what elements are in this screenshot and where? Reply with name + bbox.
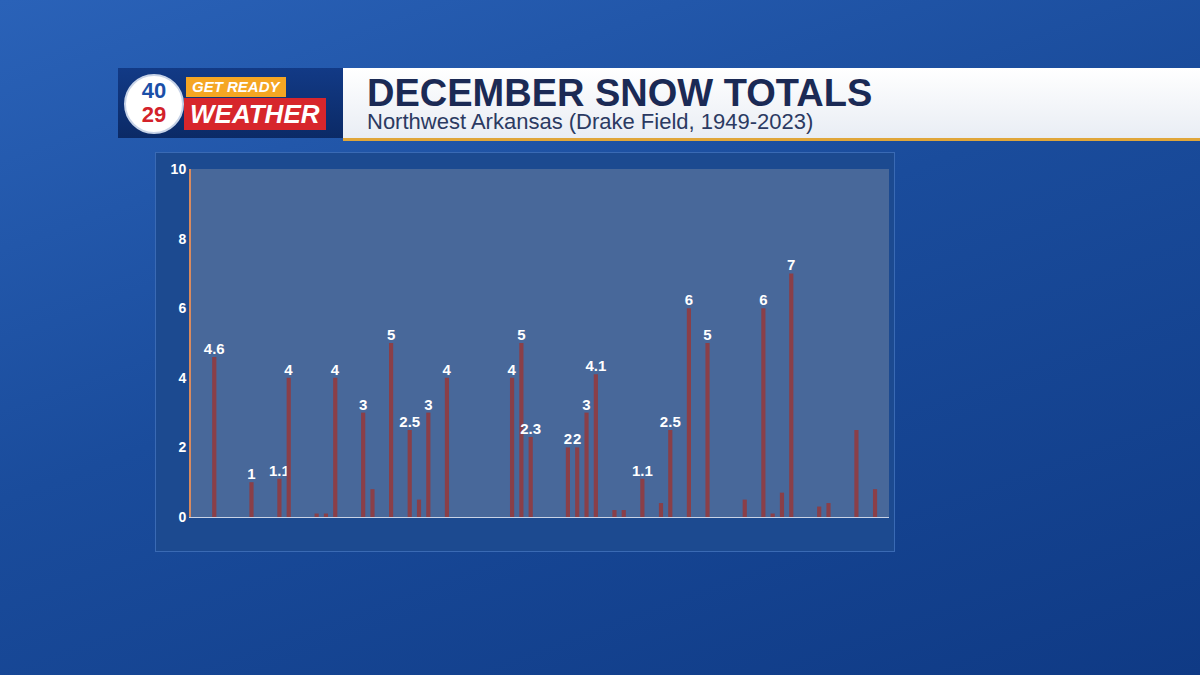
svg-text:1.1: 1.1 (269, 462, 290, 479)
svg-text:2: 2 (573, 430, 581, 447)
html-text:40: 40 (141, 78, 167, 103)
svg-text:3: 3 (424, 396, 432, 413)
svg-text:6: 6 (178, 300, 186, 316)
svg-text:4.1: 4.1 (585, 357, 606, 374)
svg-text:2: 2 (178, 439, 186, 455)
html-text:Northwest Arkansas (Drake Fiel: Northwest Arkansas (Drake Field, 1949-20… (367, 109, 814, 134)
svg-text:8: 8 (178, 231, 186, 247)
svg-text:4: 4 (442, 361, 451, 378)
html-text:DECEMBER SNOW TOTALS: DECEMBER SNOW TOTALS (367, 72, 873, 114)
svg-text:3: 3 (582, 396, 590, 413)
svg-text:6: 6 (685, 291, 693, 308)
svg-text:4.6: 4.6 (204, 340, 225, 357)
svg-text:10: 10 (171, 161, 187, 177)
html-text:GET READY: GET READY (192, 78, 280, 95)
svg-text:4: 4 (178, 370, 186, 386)
svg-text:4: 4 (331, 361, 340, 378)
svg-text:2.5: 2.5 (660, 413, 681, 430)
svg-text:1.1: 1.1 (632, 462, 653, 479)
html-text:WEATHER: WEATHER (190, 99, 320, 129)
svg-text:0: 0 (178, 509, 186, 525)
html-text:29: 29 (141, 102, 167, 127)
svg-text:2: 2 (564, 430, 572, 447)
svg-text:1: 1 (247, 465, 255, 482)
svg-text:5: 5 (387, 326, 395, 343)
svg-text:7: 7 (787, 256, 795, 273)
svg-text:5: 5 (703, 326, 711, 343)
svg-text:5: 5 (517, 326, 525, 343)
svg-text:4: 4 (284, 361, 293, 378)
svg-text:2.3: 2.3 (520, 420, 541, 437)
svg-text:2.5: 2.5 (399, 413, 420, 430)
svg-text:4: 4 (508, 361, 517, 378)
svg-text:3: 3 (359, 396, 367, 413)
svg-text:6: 6 (759, 291, 767, 308)
